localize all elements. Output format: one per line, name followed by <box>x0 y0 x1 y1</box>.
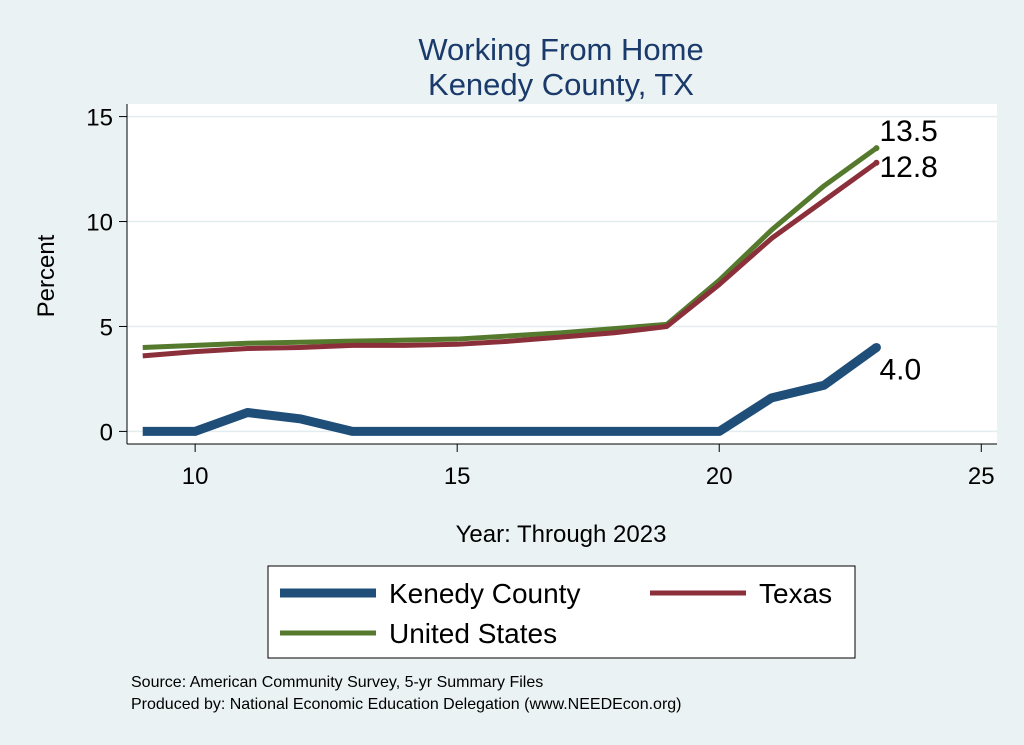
end-label-united-states: 13.5 <box>879 115 937 148</box>
legend-label-texas: Texas <box>759 578 832 609</box>
series-layer <box>142 145 881 436</box>
series-line-kenedy-county <box>142 343 880 436</box>
y-tick-label-0: 0 <box>100 419 113 446</box>
series-line-united-states <box>142 146 878 350</box>
end-label-texas: 12.8 <box>879 151 937 184</box>
legend-label-kenedy-county: Kenedy County <box>389 578 580 609</box>
grid-layer <box>127 115 997 433</box>
y-axis-title: Percent <box>33 234 60 317</box>
source-line-1: Source: American Community Survey, 5-yr … <box>131 674 543 691</box>
x-tick-label-20: 20 <box>706 463 733 490</box>
end-label-kenedy-county: 4.0 <box>879 353 921 386</box>
y-tick-label-10: 10 <box>86 210 113 237</box>
series-end-point-kenedy-county <box>871 342 881 352</box>
x-tick-label-25: 25 <box>968 463 995 490</box>
series-line-texas <box>142 160 878 359</box>
chart-title-line-1: Working From Home <box>418 32 703 67</box>
x-tick-label-10: 10 <box>182 463 209 490</box>
y-tick-label-15: 15 <box>86 105 113 132</box>
source-line-2: Produced by: National Economic Education… <box>131 696 682 713</box>
x-axis-title: Year: Through 2023 <box>456 521 667 548</box>
plot-area <box>127 104 997 444</box>
end-labels-layer: 4.0 12.813.5 <box>879 115 937 386</box>
y-tick-label-5: 5 <box>100 314 113 341</box>
legend-box <box>267 565 856 659</box>
series-end-point-texas <box>873 159 880 166</box>
legend-label-united-states: United States <box>389 618 557 649</box>
chart-title-line-2: Kenedy County, TX <box>428 67 694 102</box>
x-tick-label-15: 15 <box>444 463 471 490</box>
series-end-point-united-states <box>873 145 880 152</box>
axes-layer: 0 5 10 15 10 15 20 25 <box>86 104 997 490</box>
